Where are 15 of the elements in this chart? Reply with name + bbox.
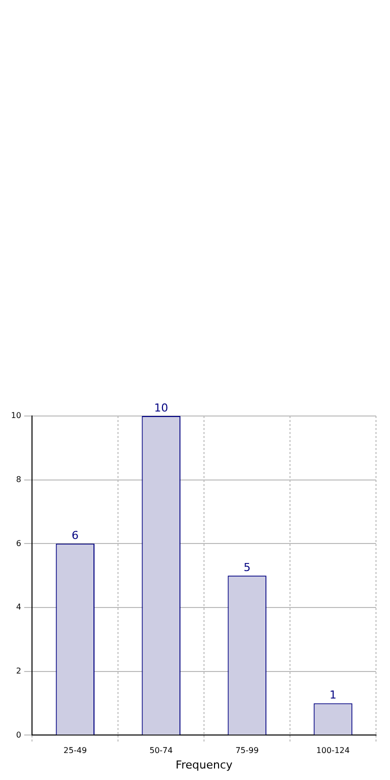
data-label: 6 (72, 529, 79, 542)
data-label: 10 (154, 401, 168, 414)
y-tick-label: 6 (16, 538, 22, 548)
data-label: 1 (330, 688, 337, 702)
x-axis-title: Frequency (176, 758, 233, 772)
y-tick-label: 8 (16, 474, 22, 484)
y-tick-label: 4 (16, 602, 22, 612)
x-tick-label: 75-99 (235, 746, 259, 756)
y-tick-label: 2 (16, 666, 22, 676)
y-tick-label: 0 (16, 730, 22, 740)
x-tick-label: 50-74 (149, 746, 173, 756)
data-label: 5 (244, 560, 251, 574)
x-tick-label: 25-49 (64, 746, 87, 756)
x-tick-label: 100-124 (316, 746, 350, 756)
y-tick-label: 10 (10, 411, 22, 420)
